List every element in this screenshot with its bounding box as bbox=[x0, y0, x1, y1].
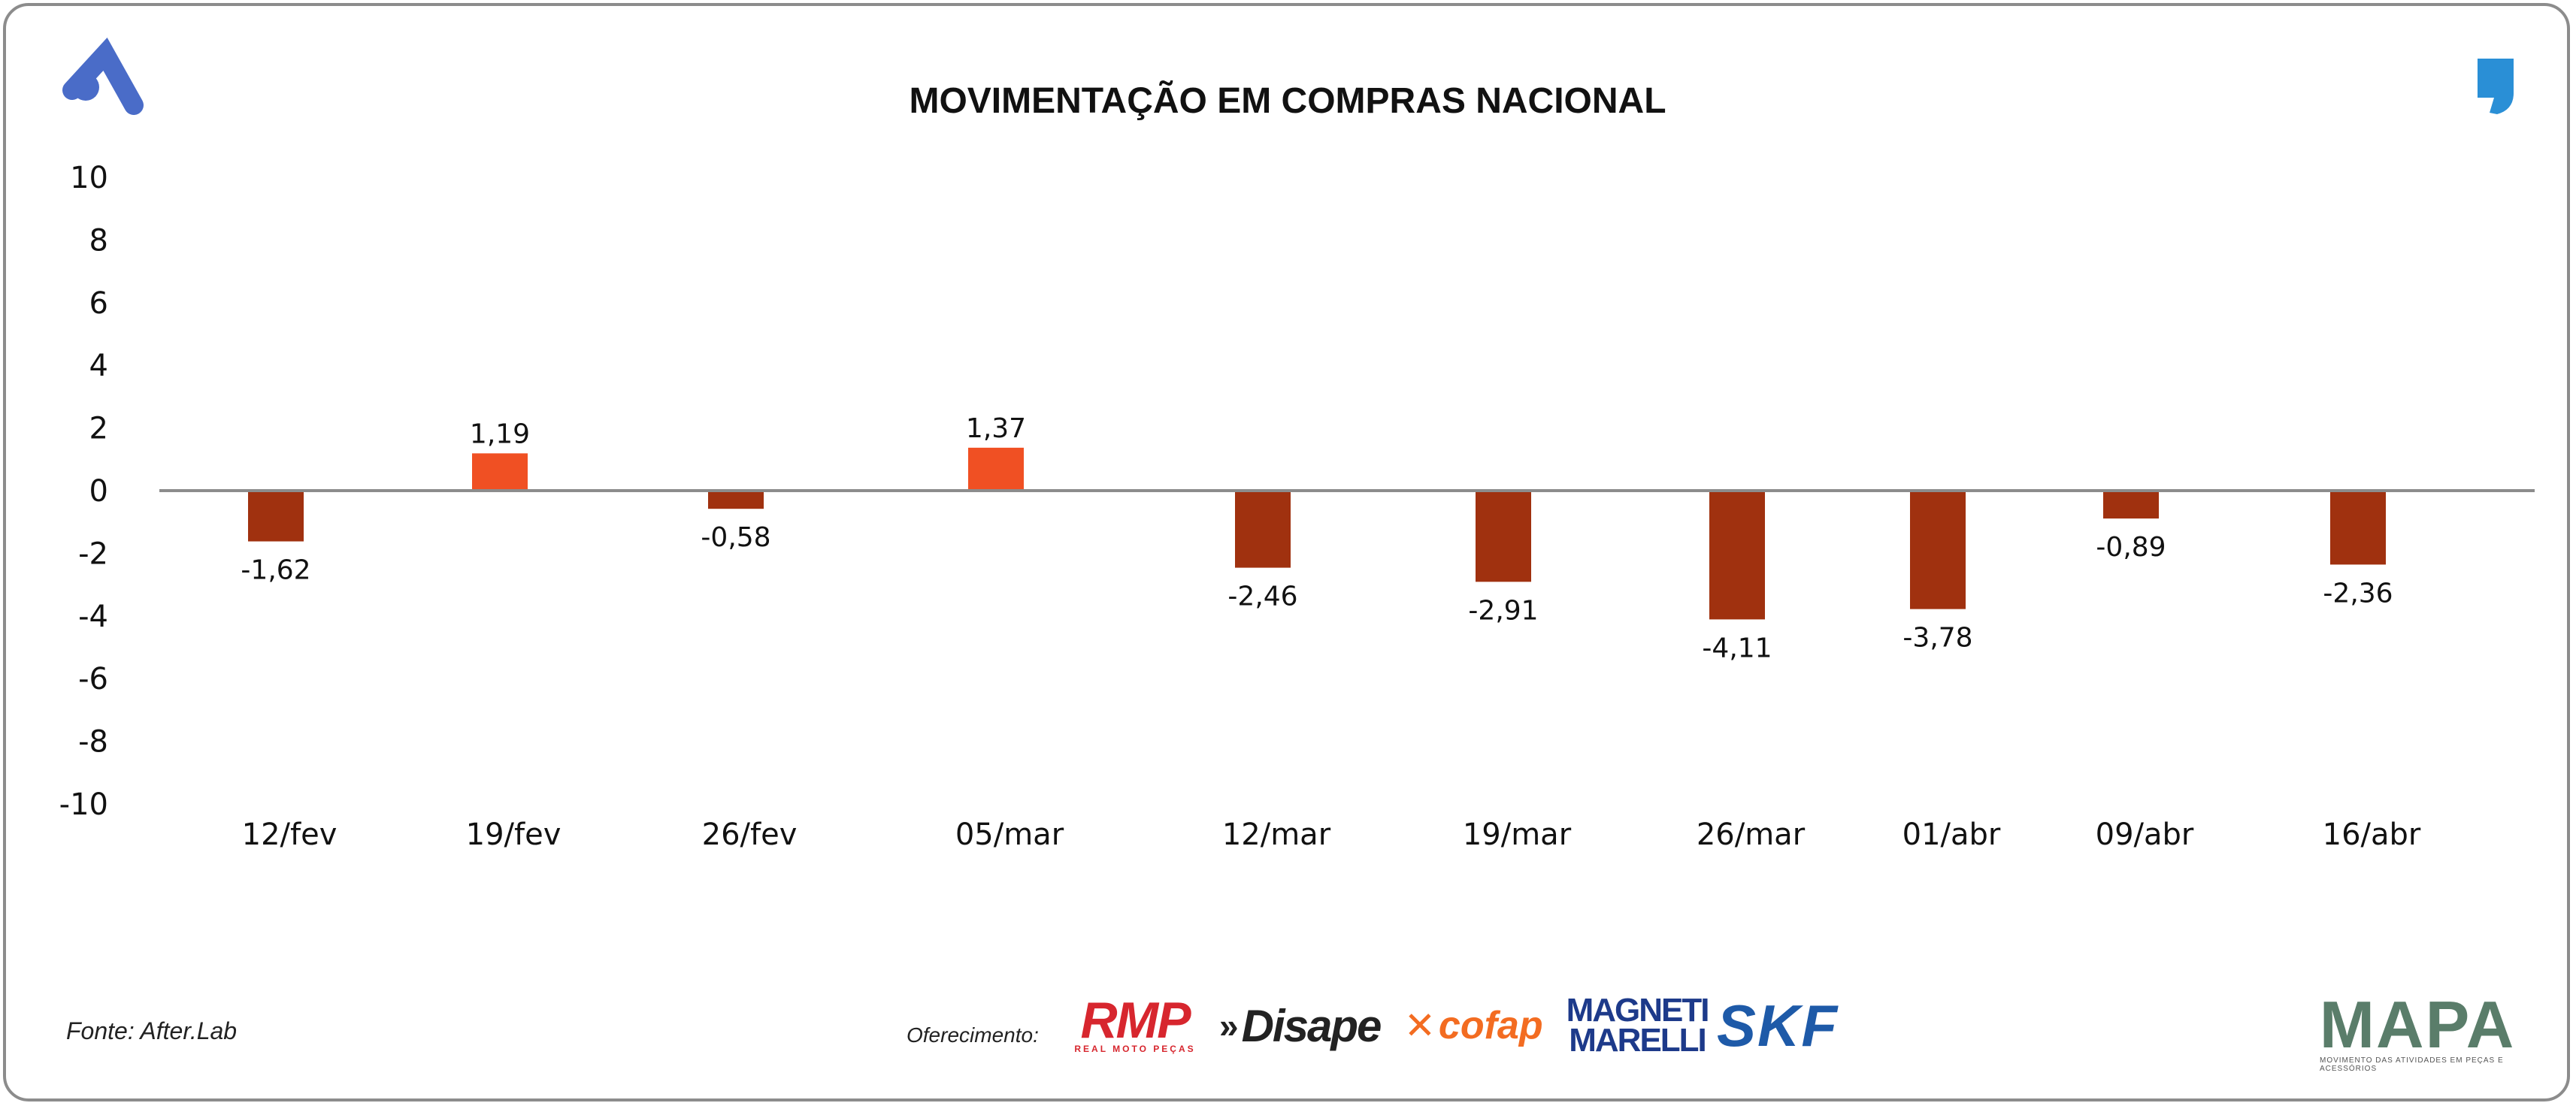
sponsor-skf-logo: SKF bbox=[1717, 992, 1839, 1059]
bar-26/mar bbox=[1709, 491, 1765, 620]
source-note: Fonte: After.Lab bbox=[66, 1017, 238, 1044]
x-tick-label: 12/mar bbox=[1222, 817, 1331, 852]
mapa-logo: MAPA MOVIMENTO DAS ATIVIDADES EM PEÇAS E… bbox=[2319, 987, 2516, 1074]
sponsor-disape-logo: » Disape bbox=[1219, 992, 1382, 1059]
data-label: -2,46 bbox=[1227, 582, 1297, 612]
rmp-wordmark: RMP bbox=[1080, 992, 1191, 1049]
cofap-x-icon: ✕ bbox=[1404, 1005, 1436, 1047]
bar-01/abr bbox=[1910, 491, 1966, 609]
x-axis: 12/fev 19/fev 26/fev 05/mar 12/mar 19/mar 26/m… bbox=[242, 817, 2421, 852]
mapa-tagline: MOVIMENTO DAS ATIVIDADES EM PEÇAS E ACES… bbox=[2320, 1056, 2504, 1073]
data-label: -4,11 bbox=[1702, 633, 1772, 663]
data-label: -0,89 bbox=[2096, 532, 2166, 563]
x-tick-label: 19/fev bbox=[466, 817, 562, 852]
mapa-wordmark: MAPA bbox=[2319, 987, 2516, 1062]
data-label: -1,62 bbox=[241, 555, 310, 586]
bar-12/mar bbox=[1235, 491, 1291, 568]
y-tick-label: 0 bbox=[89, 474, 108, 509]
x-tick-label: 01/abr bbox=[1902, 817, 2001, 852]
y-tick-label: -10 bbox=[59, 787, 108, 822]
bar-16/abr bbox=[2330, 491, 2386, 565]
y-tick-label: 10 bbox=[70, 161, 108, 195]
data-label: -2,91 bbox=[1468, 595, 1538, 626]
bar-05/mar bbox=[968, 447, 1024, 491]
data-label: -3,78 bbox=[1902, 623, 1972, 654]
x-tick-label: 16/abr bbox=[2323, 817, 2421, 852]
y-tick-label: -6 bbox=[78, 662, 108, 697]
bar-19/mar bbox=[1476, 491, 1531, 582]
bars-group bbox=[248, 447, 2386, 620]
sponsor-cofap-logo: ✕ cofap bbox=[1404, 992, 1562, 1059]
bar-09/abr bbox=[2103, 491, 2159, 519]
x-tick-label: 12/fev bbox=[242, 817, 338, 852]
disape-wordmark: Disape bbox=[1241, 1000, 1382, 1051]
rmp-tagline: REAL MOTO PEÇAS bbox=[1074, 1044, 1196, 1054]
x-tick-label: 05/mar bbox=[955, 817, 1064, 852]
sponsor-rmp-logo: RMP REAL MOTO PEÇAS bbox=[1071, 992, 1199, 1059]
brand-a-icon bbox=[62, 37, 144, 115]
offer-label: Oferecimento: bbox=[907, 1023, 1039, 1047]
data-label: 1,19 bbox=[470, 419, 530, 449]
data-label: 1,37 bbox=[966, 413, 1026, 444]
magneti-line2: MARELLI bbox=[1569, 1022, 1707, 1059]
x-tick-label: 19/mar bbox=[1463, 817, 1572, 852]
y-axis: 10 8 6 4 2 0 -2 -4 -6 -8 -10 bbox=[59, 161, 108, 822]
data-label: -2,36 bbox=[2323, 578, 2393, 609]
y-tick-label: -2 bbox=[78, 536, 108, 571]
disape-arrow-icon: » bbox=[1219, 1006, 1239, 1045]
data-labels: -1,62 1,19 -0,58 1,37 -2,46 -2,91 -4,11 -3,78 -0… bbox=[241, 413, 2393, 664]
bar-26/fev bbox=[708, 491, 764, 509]
y-tick-label: 2 bbox=[89, 412, 108, 446]
y-tick-label: 4 bbox=[89, 349, 108, 383]
data-label: -0,58 bbox=[701, 522, 770, 553]
x-tick-label: 26/fev bbox=[702, 817, 798, 852]
magneti-line1: MAGNETI bbox=[1566, 992, 1710, 1029]
y-tick-label: -8 bbox=[78, 725, 108, 760]
x-tick-label: 09/abr bbox=[2096, 817, 2194, 852]
y-tick-label: -4 bbox=[78, 600, 108, 634]
y-tick-label: 6 bbox=[89, 286, 108, 321]
chart-title: MOVIMENTAÇÃO EM COMPRAS NACIONAL bbox=[909, 80, 1666, 121]
y-tick-label: 8 bbox=[89, 223, 108, 258]
bar-19/fev bbox=[472, 453, 528, 491]
sponsor-magneti-marelli-logo: MAGNETI MARELLI bbox=[1566, 992, 1710, 1059]
bar-12/fev bbox=[248, 491, 304, 542]
quote-mark-icon bbox=[2478, 59, 2514, 114]
cofap-wordmark: cofap bbox=[1438, 1004, 1543, 1047]
x-tick-label: 26/mar bbox=[1697, 817, 1806, 852]
